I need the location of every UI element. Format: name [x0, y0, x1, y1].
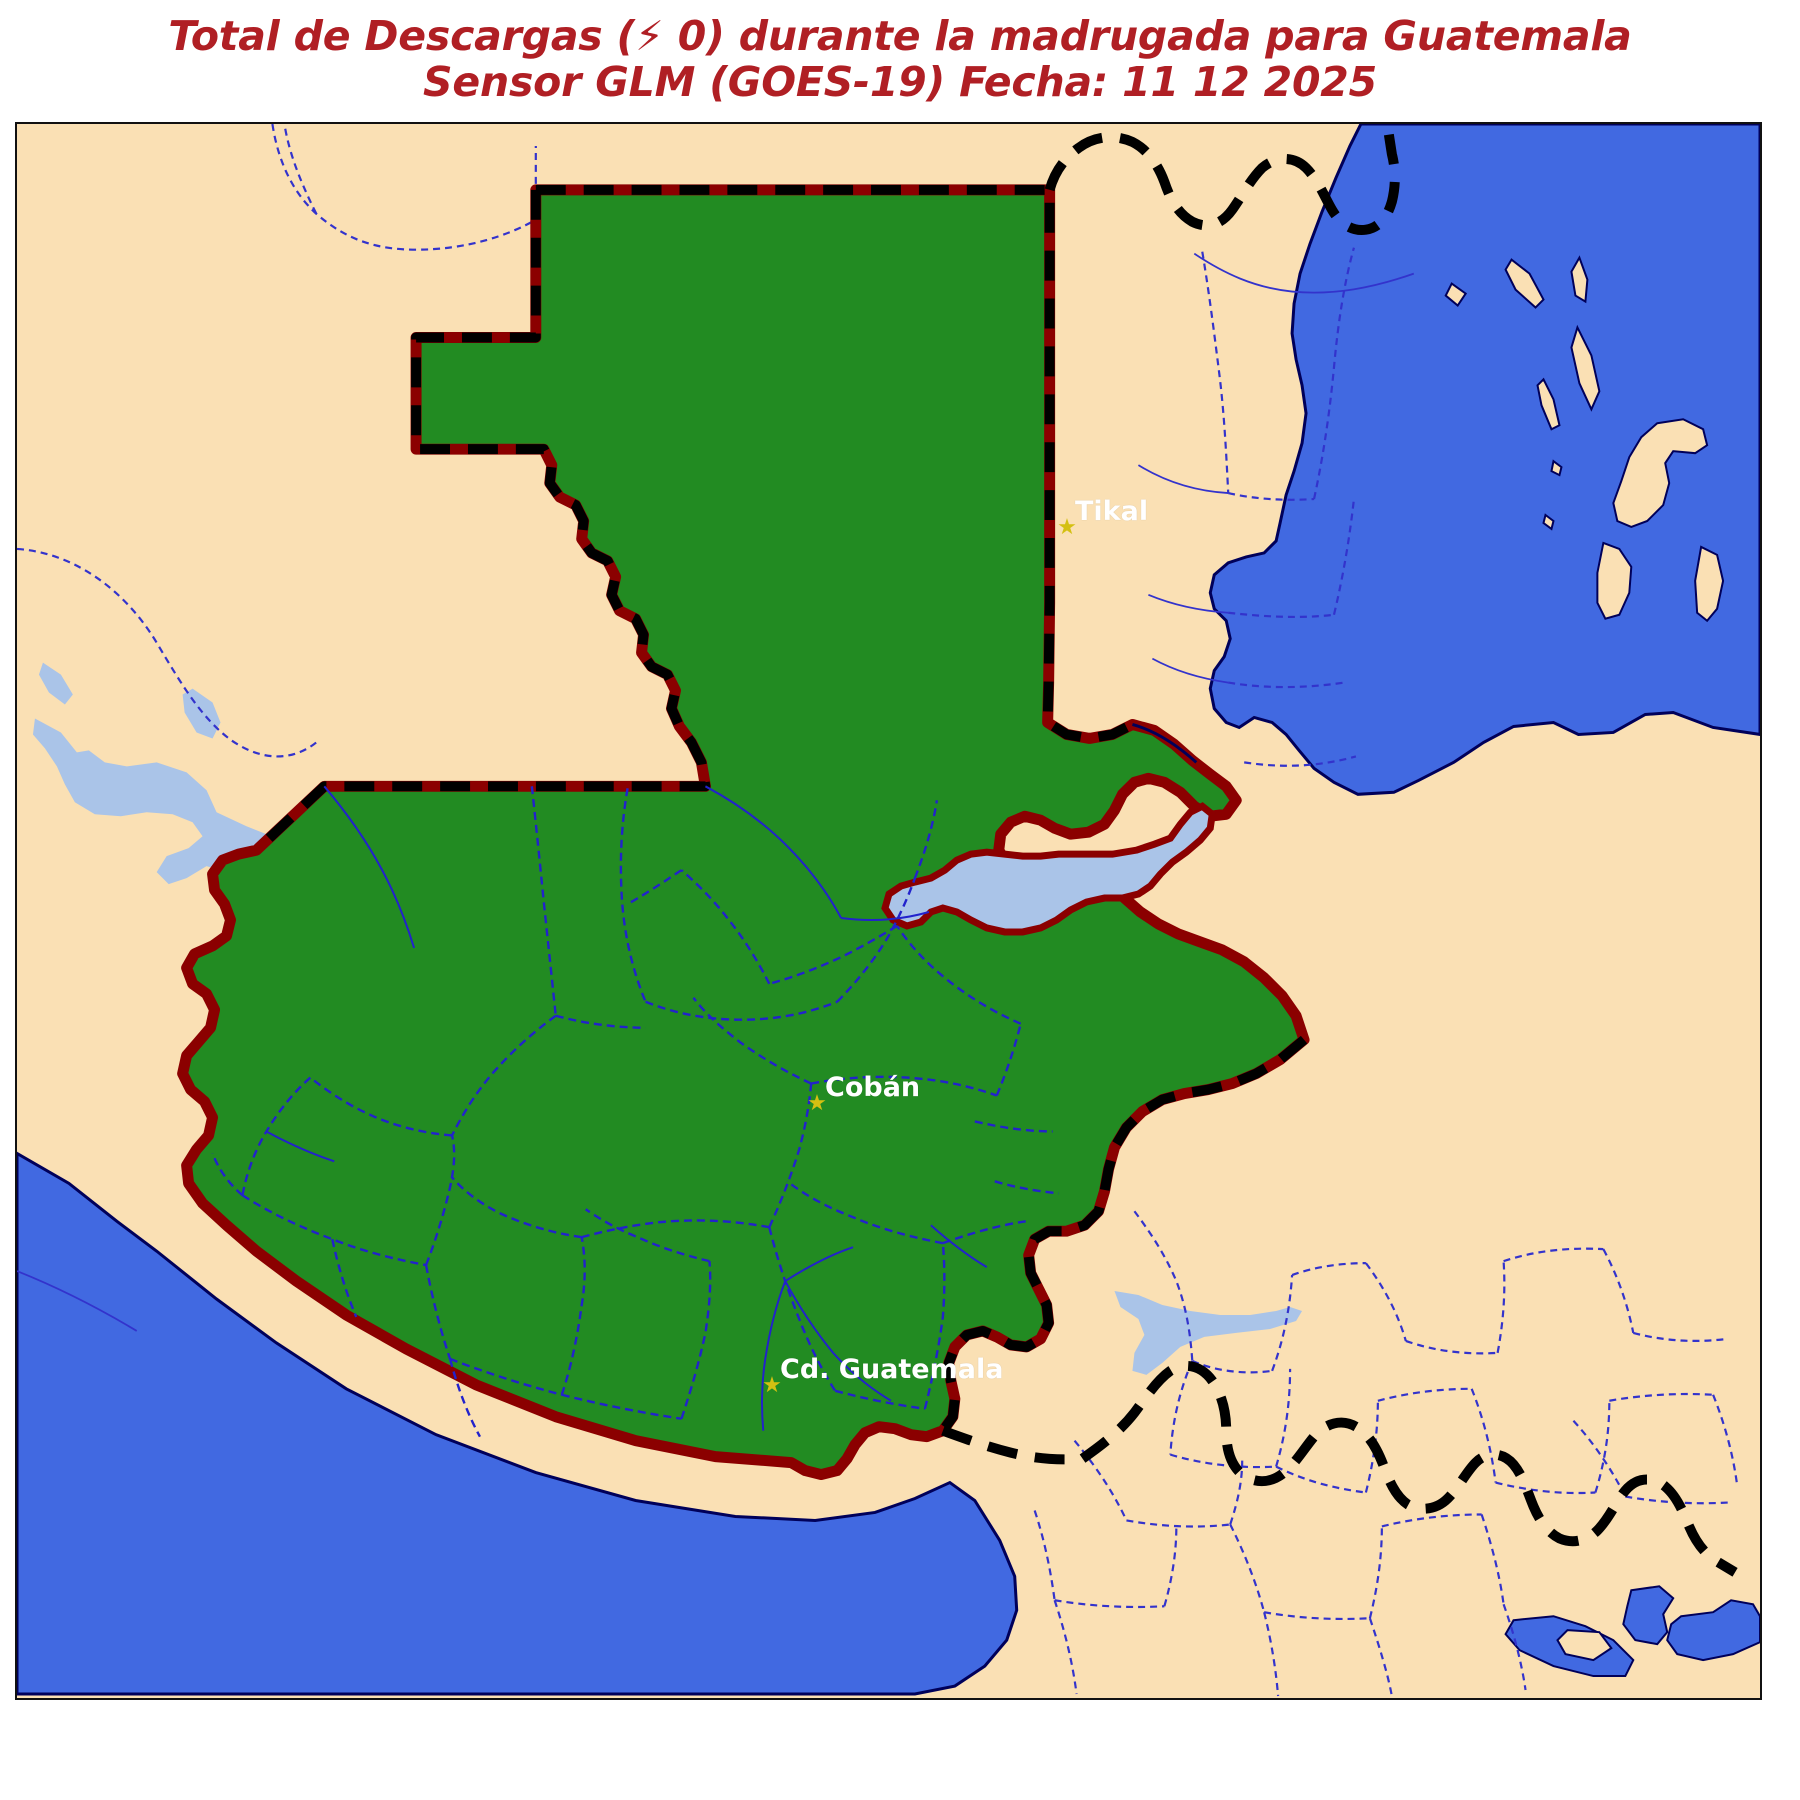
- cay-7: [1444, 282, 1468, 308]
- cay-6: [1542, 513, 1555, 531]
- pacific-ocean: [17, 1151, 1019, 1696]
- cay-5: [1550, 459, 1563, 477]
- page-title-line-2: Sensor GLM (GOES-19) Fecha: 11 12 2025: [423, 57, 1377, 106]
- lago-de-izabal: [881, 802, 1216, 936]
- guatemala-department-boundaries: [211, 786, 1059, 1438]
- guatemala-border-dashed-honduras: [938, 1035, 1308, 1434]
- pacific-lagoon-b: [1666, 1599, 1760, 1662]
- island-2: [1596, 541, 1633, 620]
- lake-honduras-small: [1114, 1291, 1303, 1375]
- guatemala-border-dashed: [535, 184, 1135, 744]
- cay-1: [1504, 258, 1545, 309]
- lake-reservoir-chiapas: [32, 662, 572, 954]
- map-title-block: Total de Descargas (⚡ 0) durante la madr…: [0, 12, 1800, 106]
- city-marker-tikal[interactable]: ★: [1057, 515, 1077, 540]
- island-roatan-like: [1612, 418, 1709, 529]
- city-label-tikal: Tikal: [1075, 496, 1149, 527]
- cay-3: [1570, 324, 1601, 412]
- guatemala-border-dashed-west: [253, 189, 711, 854]
- city-label-cd-guatemala: Cd. Guatemala: [780, 1354, 1004, 1385]
- city-marker-coban[interactable]: ★: [807, 1091, 827, 1116]
- pacific-lagoon-a: [1622, 1585, 1675, 1646]
- guatemala-rivers: [265, 785, 988, 1431]
- page-title-line-1: Total de Descargas (⚡ 0) durante la madr…: [168, 12, 1632, 60]
- city-marker-cd-guatemala[interactable]: ★: [762, 1373, 782, 1398]
- neighbor-international-borders: [941, 127, 1738, 1577]
- coastline-detail: [1132, 723, 1198, 764]
- island-3: [1694, 545, 1725, 623]
- map-graphic: [17, 124, 1760, 1698]
- cay-2: [1570, 255, 1589, 304]
- caribbean-sea: [1208, 124, 1760, 796]
- map-canvas[interactable]: ★ Tikal ★ Cobán ★ Cd. Guatemala: [15, 122, 1762, 1700]
- city-label-coban: Cobán: [825, 1072, 921, 1103]
- cay-4: [1536, 377, 1561, 431]
- pacific-inlet-small: [1556, 1629, 1613, 1662]
